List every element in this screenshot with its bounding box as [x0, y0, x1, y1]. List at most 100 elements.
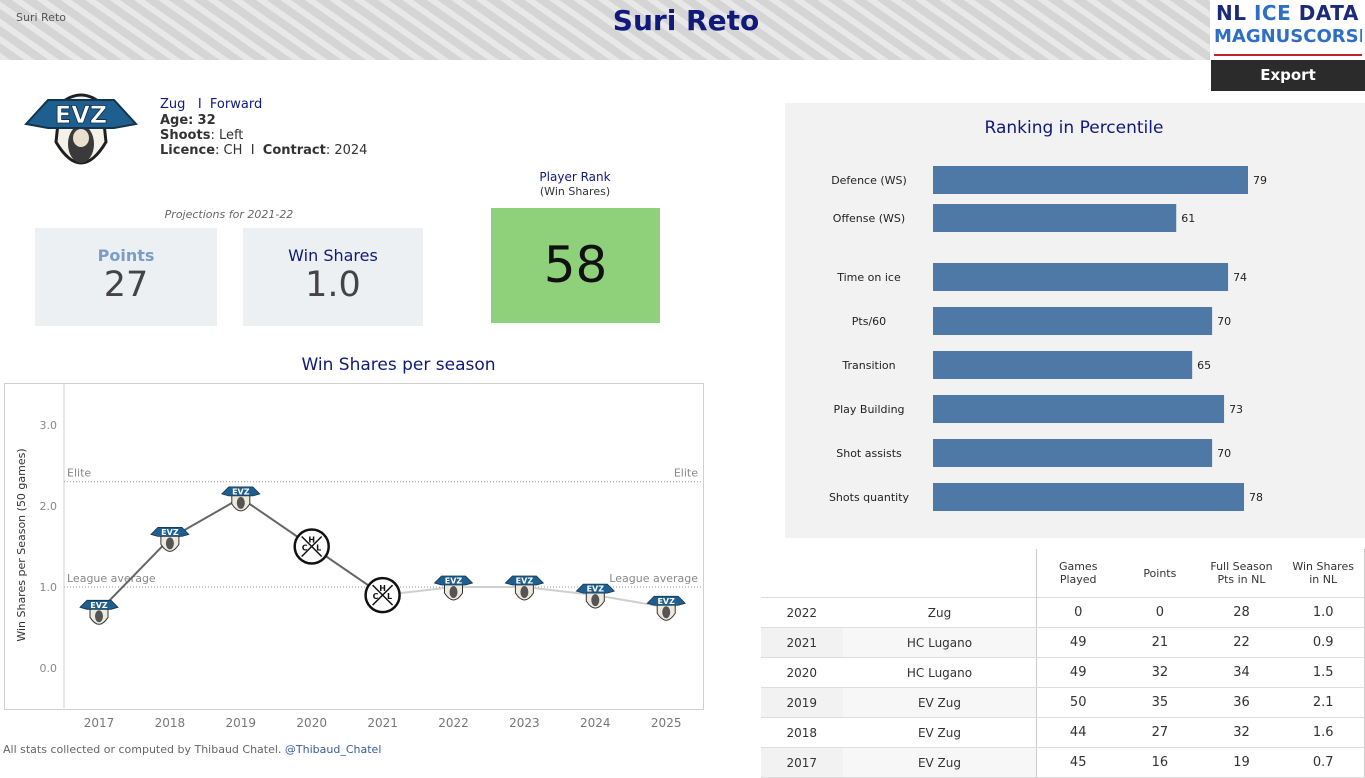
hc-lugano-letter: C [373, 592, 379, 601]
player-rank-caption: Player Rank [539, 170, 611, 184]
data-point: HC L [293, 528, 330, 565]
page-title: Suri Reto [612, 4, 760, 37]
percentile-bar [933, 204, 1177, 232]
evz-banner-icon [504, 575, 545, 586]
licence-value: : CH [215, 143, 243, 158]
evz-crest-text: EVZ [90, 601, 108, 610]
hc-lugano-letter: H [308, 536, 315, 545]
bar-value-label: 73 [1229, 403, 1243, 416]
x-tick-label: 2018 [155, 716, 186, 730]
team-position-line: Zug I Forward [160, 97, 262, 112]
evz-bull-icon [662, 606, 671, 619]
logo-wordmark: NL ICE DATA [1216, 1, 1359, 25]
percentile-bar [933, 351, 1193, 379]
career-table-cell: 2.1 [1282, 687, 1365, 718]
contract-label: Contract [262, 143, 326, 158]
svg-text:EVZ: EVZ [55, 101, 107, 129]
percentile-bar [933, 395, 1225, 423]
evz-bull-icon [236, 496, 245, 509]
twitter-handle-link[interactable]: @Thibaud_Chatel [284, 743, 382, 756]
data-point: EVZ [504, 575, 545, 601]
footer-text: All stats collected or computed by Thiba… [3, 743, 282, 756]
export-button[interactable]: Export [1211, 60, 1365, 91]
career-table-cell: 49 [1036, 627, 1120, 658]
x-tick-label: 2022 [438, 716, 469, 730]
evz-crest-text: EVZ [516, 577, 534, 586]
win-shares-projection-card: Win Shares 1.0 [243, 228, 423, 326]
bar-value-label: 74 [1233, 271, 1247, 284]
bar-value-label: 65 [1197, 359, 1211, 372]
ranking-percentile-chart: Defence (WS) 79 Offense (WS) 61 Time on ice 7… [829, 166, 1267, 511]
evz-banner-icon [150, 526, 190, 537]
evz-crest-text: EVZ [445, 577, 463, 586]
career-table-row: 2017 EV Zug 45 16 19 0.7 [761, 747, 1365, 778]
bar-category-label: Pts/60 [852, 315, 886, 328]
career-column-header: Full Season Pts in NL [1210, 560, 1273, 586]
y-axis-label: Win Shares per Season (50 games) [15, 448, 28, 641]
career-table-cell: HC Lugano [842, 657, 1037, 688]
series-line-segment [98, 537, 171, 612]
career-table-cell: 45 [1036, 747, 1120, 778]
career-table-cell: 19 [1200, 747, 1283, 778]
reference-label: League average [609, 572, 698, 585]
career-table-cell: HC Lugano [842, 627, 1037, 658]
x-tick-label: 2025 [651, 716, 682, 730]
bar-value-label: 79 [1253, 174, 1267, 187]
percentile-bar [933, 483, 1245, 511]
licence-line: Licence: CH I Contract: 2024 [160, 143, 367, 158]
evz-banner-icon [646, 595, 686, 606]
career-table-cell: 27 [1119, 717, 1201, 748]
career-table-row: 2018 EV Zug 44 27 32 1.6 [761, 717, 1365, 748]
player-rank-value: 58 [491, 208, 660, 323]
points-label: Points [97, 246, 155, 265]
career-table-row: 2021 HC Lugano 49 21 22 0.9 [761, 627, 1365, 658]
y-tick-label: 0.0 [40, 662, 58, 675]
career-table-cell: 2017 [761, 747, 843, 778]
bar-value-label: 78 [1249, 491, 1263, 504]
footer-credit: All stats collected or computed by Thiba… [3, 743, 381, 756]
career-table-cell: 2018 [761, 717, 843, 748]
career-table-cell: Zug [842, 597, 1037, 628]
career-table-cell: 1.0 [1282, 597, 1365, 628]
age-label: Age: [160, 113, 194, 128]
career-table-cell: 44 [1036, 717, 1120, 748]
separator: I [250, 143, 255, 158]
logo-word-nl: NL [1216, 1, 1254, 25]
career-table-cell: EV Zug [842, 687, 1037, 718]
header-banner [0, 0, 1210, 60]
evz-bull-icon [449, 586, 458, 598]
data-point: EVZ [433, 575, 474, 601]
stick-icon [301, 535, 323, 558]
win-shares-chart: 0.0 1.0 2.0 3.0 2017 2018 2019 2020 2021 2022 2023… [15, 384, 702, 730]
evz-bull-icon [520, 586, 529, 598]
evz-bull-icon [95, 610, 103, 623]
age-value: 32 [197, 113, 216, 128]
career-table-cell: 2020 [761, 657, 843, 688]
career-table-cell: 0.7 [1282, 747, 1365, 778]
nl-ice-data-logo[interactable] [1211, 0, 1365, 58]
career-table: Games Played Points Full Season Pts in NL Win… [761, 549, 1365, 778]
bar-category-label: Transition [841, 359, 895, 372]
percentile-bar [933, 166, 1248, 194]
bar-category-label: Shots quantity [829, 491, 910, 504]
career-column-header: Win Shares in NL [1282, 549, 1365, 598]
career-table-row: 2019 EV Zug 50 35 36 2.1 [761, 687, 1365, 718]
career-table-cell: 34 [1200, 657, 1283, 688]
data-point: EVZ [79, 599, 119, 625]
reference-label: Elite [674, 467, 698, 480]
career-table-cell: 50 [1036, 687, 1120, 718]
career-table-cell: 2019 [761, 687, 843, 718]
evz-crest-text: EVZ [587, 585, 605, 594]
licence-label: Licence [160, 143, 216, 158]
percentile-bar [933, 439, 1213, 467]
career-column-header: Points [1143, 566, 1177, 580]
reference-label: Elite [67, 467, 91, 480]
career-table-cell: 1.5 [1282, 657, 1365, 688]
career-table-row: 2020 HC Lugano 49 32 34 1.5 [761, 657, 1365, 688]
shoots-label: Shoots [160, 128, 211, 143]
career-table-cell: 32 [1200, 717, 1283, 748]
separator: I [197, 97, 202, 112]
stick-icon [372, 584, 394, 606]
evz-bull-icon [165, 537, 174, 550]
team-name: Zug [160, 97, 186, 112]
